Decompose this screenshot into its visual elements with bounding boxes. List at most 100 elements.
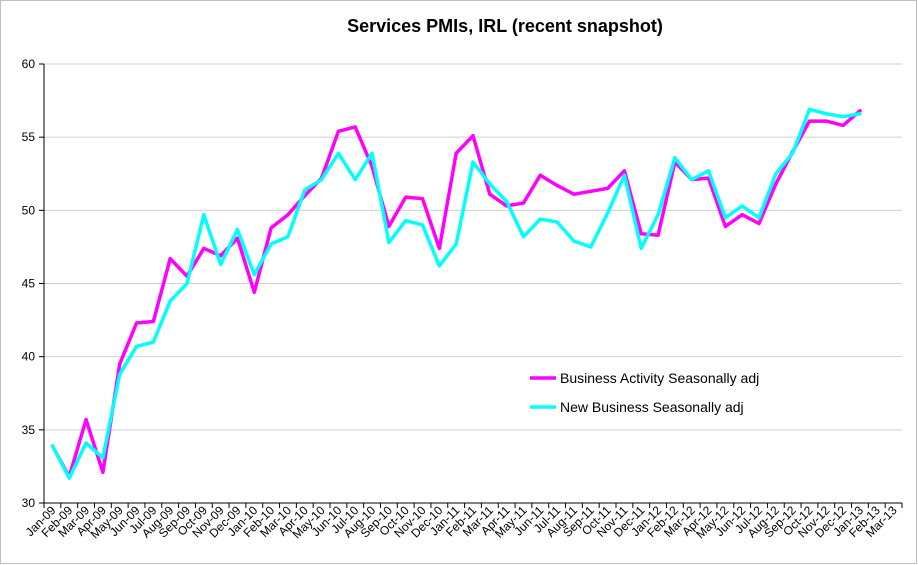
data-point-new-business-Jan-09 <box>50 444 55 448</box>
data-point-new-business-Sep-09 <box>185 281 189 286</box>
data-point-new-business-Apr-12 <box>706 169 711 173</box>
y-tick-label-40: 40 <box>22 350 36 364</box>
data-point-business-activity-Mar-10 <box>286 213 290 217</box>
data-point-business-activity-Jul-10 <box>353 125 357 129</box>
data-point-business-activity-Nov-11 <box>622 169 627 173</box>
data-point-new-business-Aug-12 <box>774 172 778 176</box>
data-point-business-activity-Sep-10 <box>387 224 391 229</box>
y-axis-ticks: 30 35 40 45 50 55 60 <box>22 57 44 510</box>
data-point-new-business-Mar-09 <box>84 441 88 445</box>
data-point-business-activity-May-12 <box>723 224 727 229</box>
data-point-new-business-Apr-09 <box>101 456 105 460</box>
data-point-business-activity-Aug-11 <box>572 192 576 196</box>
legend-label-new-business: New Business Seasonally adj <box>560 399 744 415</box>
legend: Business Activity Seasonally adj New Bus… <box>530 370 759 415</box>
data-point-business-activity-Nov-10 <box>420 197 425 201</box>
y-tick-label-30: 30 <box>22 496 36 510</box>
data-point-business-activity-Jun-11 <box>538 173 542 177</box>
data-point-new-business-Dec-09 <box>235 227 240 231</box>
data-point-new-business-Jan-12 <box>656 213 660 217</box>
data-point-new-business-Nov-10 <box>420 223 425 227</box>
series-line-business-activity <box>50 109 862 479</box>
data-point-business-activity-Aug-12 <box>774 182 778 186</box>
data-point-business-activity-Mar-09 <box>84 417 88 422</box>
data-point-new-business-Apr-10 <box>303 188 307 192</box>
data-point-new-business-Mar-10 <box>286 235 290 239</box>
data-point-business-activity-Jan-11 <box>454 151 458 155</box>
data-point-new-business-Dec-12 <box>841 115 845 119</box>
y-tick-label-55: 55 <box>22 130 36 144</box>
data-point-new-business-Jul-11 <box>555 220 559 224</box>
data-point-business-activity-Dec-10 <box>437 246 441 250</box>
data-point-new-business-Sep-12 <box>791 151 795 155</box>
data-point-business-activity-Jul-11 <box>555 183 559 188</box>
y-tick-label-50: 50 <box>22 203 36 217</box>
data-point-business-activity-Nov-12 <box>824 119 828 123</box>
data-point-business-activity-Jun-12 <box>740 213 744 217</box>
series-lines <box>50 107 862 480</box>
data-point-business-activity-Aug-09 <box>168 257 172 261</box>
data-point-new-business-Jul-10 <box>353 178 357 182</box>
data-point-business-activity-Jan-10 <box>252 290 256 294</box>
data-point-business-activity-Jan-12 <box>656 233 660 237</box>
data-point-new-business-Mar-11 <box>488 182 492 186</box>
data-point-new-business-Aug-11 <box>572 239 576 243</box>
chart-title: Services PMIs, IRL (recent snapshot) <box>347 16 663 36</box>
data-point-new-business-Jan-10 <box>252 273 256 277</box>
data-point-new-business-Feb-12 <box>673 156 677 160</box>
data-point-new-business-Feb-10 <box>269 242 273 246</box>
data-point-business-activity-Jun-09 <box>134 321 139 325</box>
data-point-business-activity-Oct-10 <box>404 195 408 199</box>
data-point-business-activity-Jul-12 <box>757 221 761 226</box>
data-point-new-business-Jun-12 <box>740 204 744 208</box>
data-point-business-activity-Oct-11 <box>605 186 610 190</box>
data-point-business-activity-May-11 <box>521 201 526 205</box>
data-point-business-activity-Mar-11 <box>488 192 492 196</box>
y-tick-label-45: 45 <box>22 277 36 291</box>
data-point-business-activity-Sep-11 <box>589 189 593 193</box>
data-point-new-business-Jul-09 <box>151 340 155 344</box>
data-point-new-business-Sep-11 <box>589 245 593 249</box>
data-point-new-business-Jun-11 <box>538 217 542 221</box>
series-line-new-business <box>50 107 862 480</box>
data-point-new-business-May-10 <box>319 178 324 182</box>
data-point-new-business-Sep-10 <box>387 240 391 245</box>
data-point-business-activity-Jun-10 <box>336 129 341 133</box>
gridlines <box>44 63 902 504</box>
data-point-new-business-Jan-13 <box>858 112 862 116</box>
data-point-new-business-Aug-09 <box>168 299 172 303</box>
data-point-new-business-Oct-10 <box>404 218 408 223</box>
y-tick-label-60: 60 <box>22 57 36 71</box>
data-point-new-business-May-11 <box>521 235 526 239</box>
data-point-new-business-Jun-10 <box>336 151 341 155</box>
data-point-new-business-Nov-09 <box>219 262 223 267</box>
data-point-new-business-Apr-11 <box>505 199 509 204</box>
data-point-new-business-Oct-09 <box>202 213 206 217</box>
data-point-new-business-Nov-11 <box>622 173 627 177</box>
data-point-business-activity-Dec-12 <box>841 123 845 128</box>
data-point-business-activity-Jul-09 <box>151 319 155 324</box>
x-axis-ticks: Jan-09Feb-09Mar-09Apr-09May-09Jun-09Jul-… <box>23 503 903 541</box>
data-point-new-business-Jan-11 <box>454 242 458 246</box>
data-point-new-business-Dec-11 <box>639 246 643 250</box>
data-point-new-business-May-12 <box>723 216 727 220</box>
legend-label-business-activity: Business Activity Seasonally adj <box>560 370 759 386</box>
data-point-business-activity-Dec-11 <box>639 232 643 236</box>
data-point-business-activity-Oct-09 <box>202 246 206 250</box>
data-point-business-activity-Jan-13 <box>858 109 862 113</box>
data-point-business-activity-Nov-09 <box>219 254 223 258</box>
data-point-new-business-Jun-09 <box>134 344 139 349</box>
data-point-business-activity-Dec-09 <box>235 236 240 240</box>
data-point-business-activity-Apr-09 <box>101 470 105 474</box>
data-point-new-business-Aug-10 <box>370 151 374 155</box>
data-point-new-business-May-09 <box>118 372 122 376</box>
data-point-new-business-Nov-12 <box>824 112 828 116</box>
data-point-business-activity-Feb-10 <box>269 226 273 230</box>
data-point-new-business-Feb-11 <box>471 160 475 164</box>
data-point-business-activity-Oct-12 <box>807 119 812 123</box>
data-point-business-activity-May-09 <box>118 362 122 366</box>
data-point-new-business-Dec-10 <box>437 264 441 268</box>
data-point-business-activity-Feb-11 <box>471 134 475 138</box>
